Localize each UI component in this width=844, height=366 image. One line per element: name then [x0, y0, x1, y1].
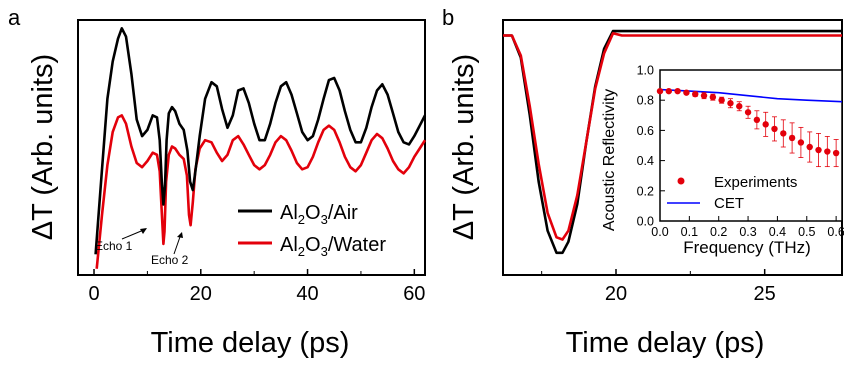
panel-label-b: b	[442, 5, 454, 30]
inset-x-tick-label: 0.5	[798, 225, 815, 239]
inset-experiment-point	[665, 87, 673, 95]
inset-experiment-point	[753, 116, 761, 124]
inset-x-tick-label: 0.2	[710, 225, 727, 239]
inset-x-tick-label: 0.3	[739, 225, 756, 239]
panel-b-x-ticks: 20 25	[541, 269, 776, 305]
panel-a-frame	[77, 19, 426, 276]
x-tick-label: 40	[296, 283, 318, 305]
inset-experiment-point	[788, 134, 796, 142]
panel-a-legend: Al2O3/Air Al2O3/Water	[238, 202, 386, 259]
inset-experiment-point	[797, 139, 805, 146]
panel-a: 0 20 40 60 Time delay (ps) ΔT (Arb. units) …	[27, 19, 427, 359]
inset-experiment-point	[806, 143, 813, 151]
inset-experiment-point	[744, 109, 752, 116]
inset-experiment-point	[832, 149, 840, 157]
inset-y-tick-label: 0.6	[637, 124, 654, 138]
x-tick-label: 60	[403, 283, 425, 305]
inset-experiment-point	[736, 103, 743, 110]
inset-frame	[659, 69, 843, 222]
inset-legend-label-cet: CET	[714, 195, 744, 212]
inset-y-tick-label: 0.2	[637, 184, 654, 198]
panel-a-ylabel: ΔT (Arb. units)	[27, 54, 59, 240]
panel-b-ylabel: ΔT (Arb. units)	[448, 54, 480, 240]
inset-x-tick-label: 0.4	[769, 225, 786, 239]
inset-experiment-point	[692, 90, 699, 98]
echo-annotations: Echo 1 Echo 2	[95, 228, 189, 267]
x-tick-label: 20	[605, 283, 627, 305]
panel-a-xlabel: Time delay (ps)	[151, 327, 350, 359]
inset-y-tick-label: 0.4	[637, 154, 654, 168]
echo-1-label: Echo 1	[95, 239, 133, 253]
x-tick-label: 0	[88, 283, 99, 305]
panel-a-series	[94, 26, 427, 269]
inset-series	[656, 87, 843, 168]
series-line-al2o3-air	[94, 26, 427, 255]
inset-experiment-point	[674, 87, 681, 95]
inset-experiment-point	[762, 121, 769, 128]
inset-legend-marker-experiments	[677, 177, 685, 185]
inset-experiment-point	[815, 146, 822, 154]
inset-ticks: 0.0 0.2 0.4 0.6 0.8 1.0 0.0 0.1 0.2 0.3 0.4 0.5 0.6	[637, 64, 844, 240]
x-tick-label: 25	[754, 283, 776, 305]
inset-ylabel: Acoustic Reflectivity	[601, 89, 618, 231]
inset-y-tick-label: 1.0	[637, 64, 654, 78]
x-tick-label: 20	[190, 283, 212, 305]
inset-experiment-point	[656, 87, 664, 95]
inset-experiment-point	[771, 125, 778, 133]
inset-y-tick-label: 0.0	[637, 215, 654, 229]
inset-cet-line	[659, 88, 843, 103]
inset-x-tick-label: 0.1	[681, 225, 698, 239]
panel-b: 20 25 Time delay (ps) ΔT (Arb. units) 0.0…	[448, 19, 844, 359]
series-line-al2o3-water	[95, 114, 427, 269]
inset-experiment-point	[683, 89, 690, 96]
inset-x-tick-label: 0.6	[827, 225, 844, 239]
inset-x-tick-label: 0.0	[651, 225, 668, 239]
echo-2-label: Echo 2	[151, 253, 189, 267]
inset-legend-label-experiments: Experiments	[714, 174, 797, 191]
inset-chart: 0.00.20.40.60.81.00.0 0.1 0.2 0.3 0.4 0.5 0.6 …	[601, 64, 844, 258]
inset-legend: Experiments CET	[667, 174, 797, 212]
echo-1-arrowhead	[140, 228, 147, 234]
inset-experiment-point	[700, 92, 708, 99]
inset-experiment-point	[727, 100, 734, 107]
panel-b-series	[503, 29, 842, 255]
inset-experiment-point	[709, 93, 717, 101]
legend-label-air: Al2O3/Air	[280, 202, 358, 227]
inset-experiment-point	[824, 148, 831, 155]
panel-a-x-ticks: 0 20 40 60	[88, 269, 425, 305]
panel-b-xlabel: Time delay (ps)	[566, 327, 765, 359]
echo-2-arrowhead	[177, 232, 183, 238]
inset-experiment-point	[718, 97, 725, 104]
inset-y-tick-label: 0.8	[637, 94, 654, 108]
inset-xlabel: Frequency (THz)	[683, 238, 811, 257]
inset-experiment-point	[780, 130, 787, 137]
panel-label-a: a	[8, 5, 21, 30]
series-line-red	[503, 31, 842, 241]
legend-label-water: Al2O3/Water	[280, 234, 386, 259]
